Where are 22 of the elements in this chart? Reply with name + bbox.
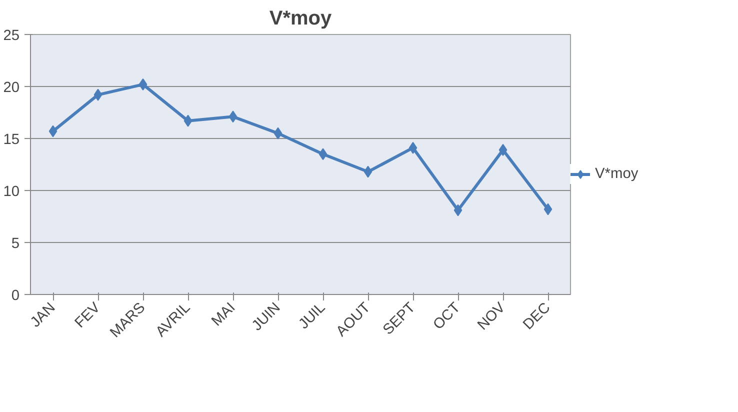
y-tick-label: 5	[11, 236, 20, 252]
y-tick-label: 25	[3, 28, 20, 44]
x-tick-label: MAI	[208, 300, 239, 330]
point	[498, 144, 508, 156]
y-tick-label: 15	[3, 132, 20, 148]
point	[94, 88, 102, 101]
point	[364, 166, 372, 178]
point	[184, 114, 192, 127]
y-tick-label: 20	[3, 80, 20, 96]
point	[48, 125, 58, 138]
chart-title: V*moy	[269, 8, 332, 30]
point	[274, 127, 282, 140]
point	[544, 203, 552, 216]
y-tick-label: 10	[3, 184, 20, 200]
point	[138, 78, 148, 90]
point	[228, 110, 238, 123]
point	[408, 142, 418, 154]
point	[318, 148, 328, 160]
legend-label: V*moy	[595, 166, 638, 182]
point	[454, 204, 462, 216]
y-tick-label: 0	[11, 288, 20, 304]
x-tick-label: JUIL	[296, 300, 329, 332]
